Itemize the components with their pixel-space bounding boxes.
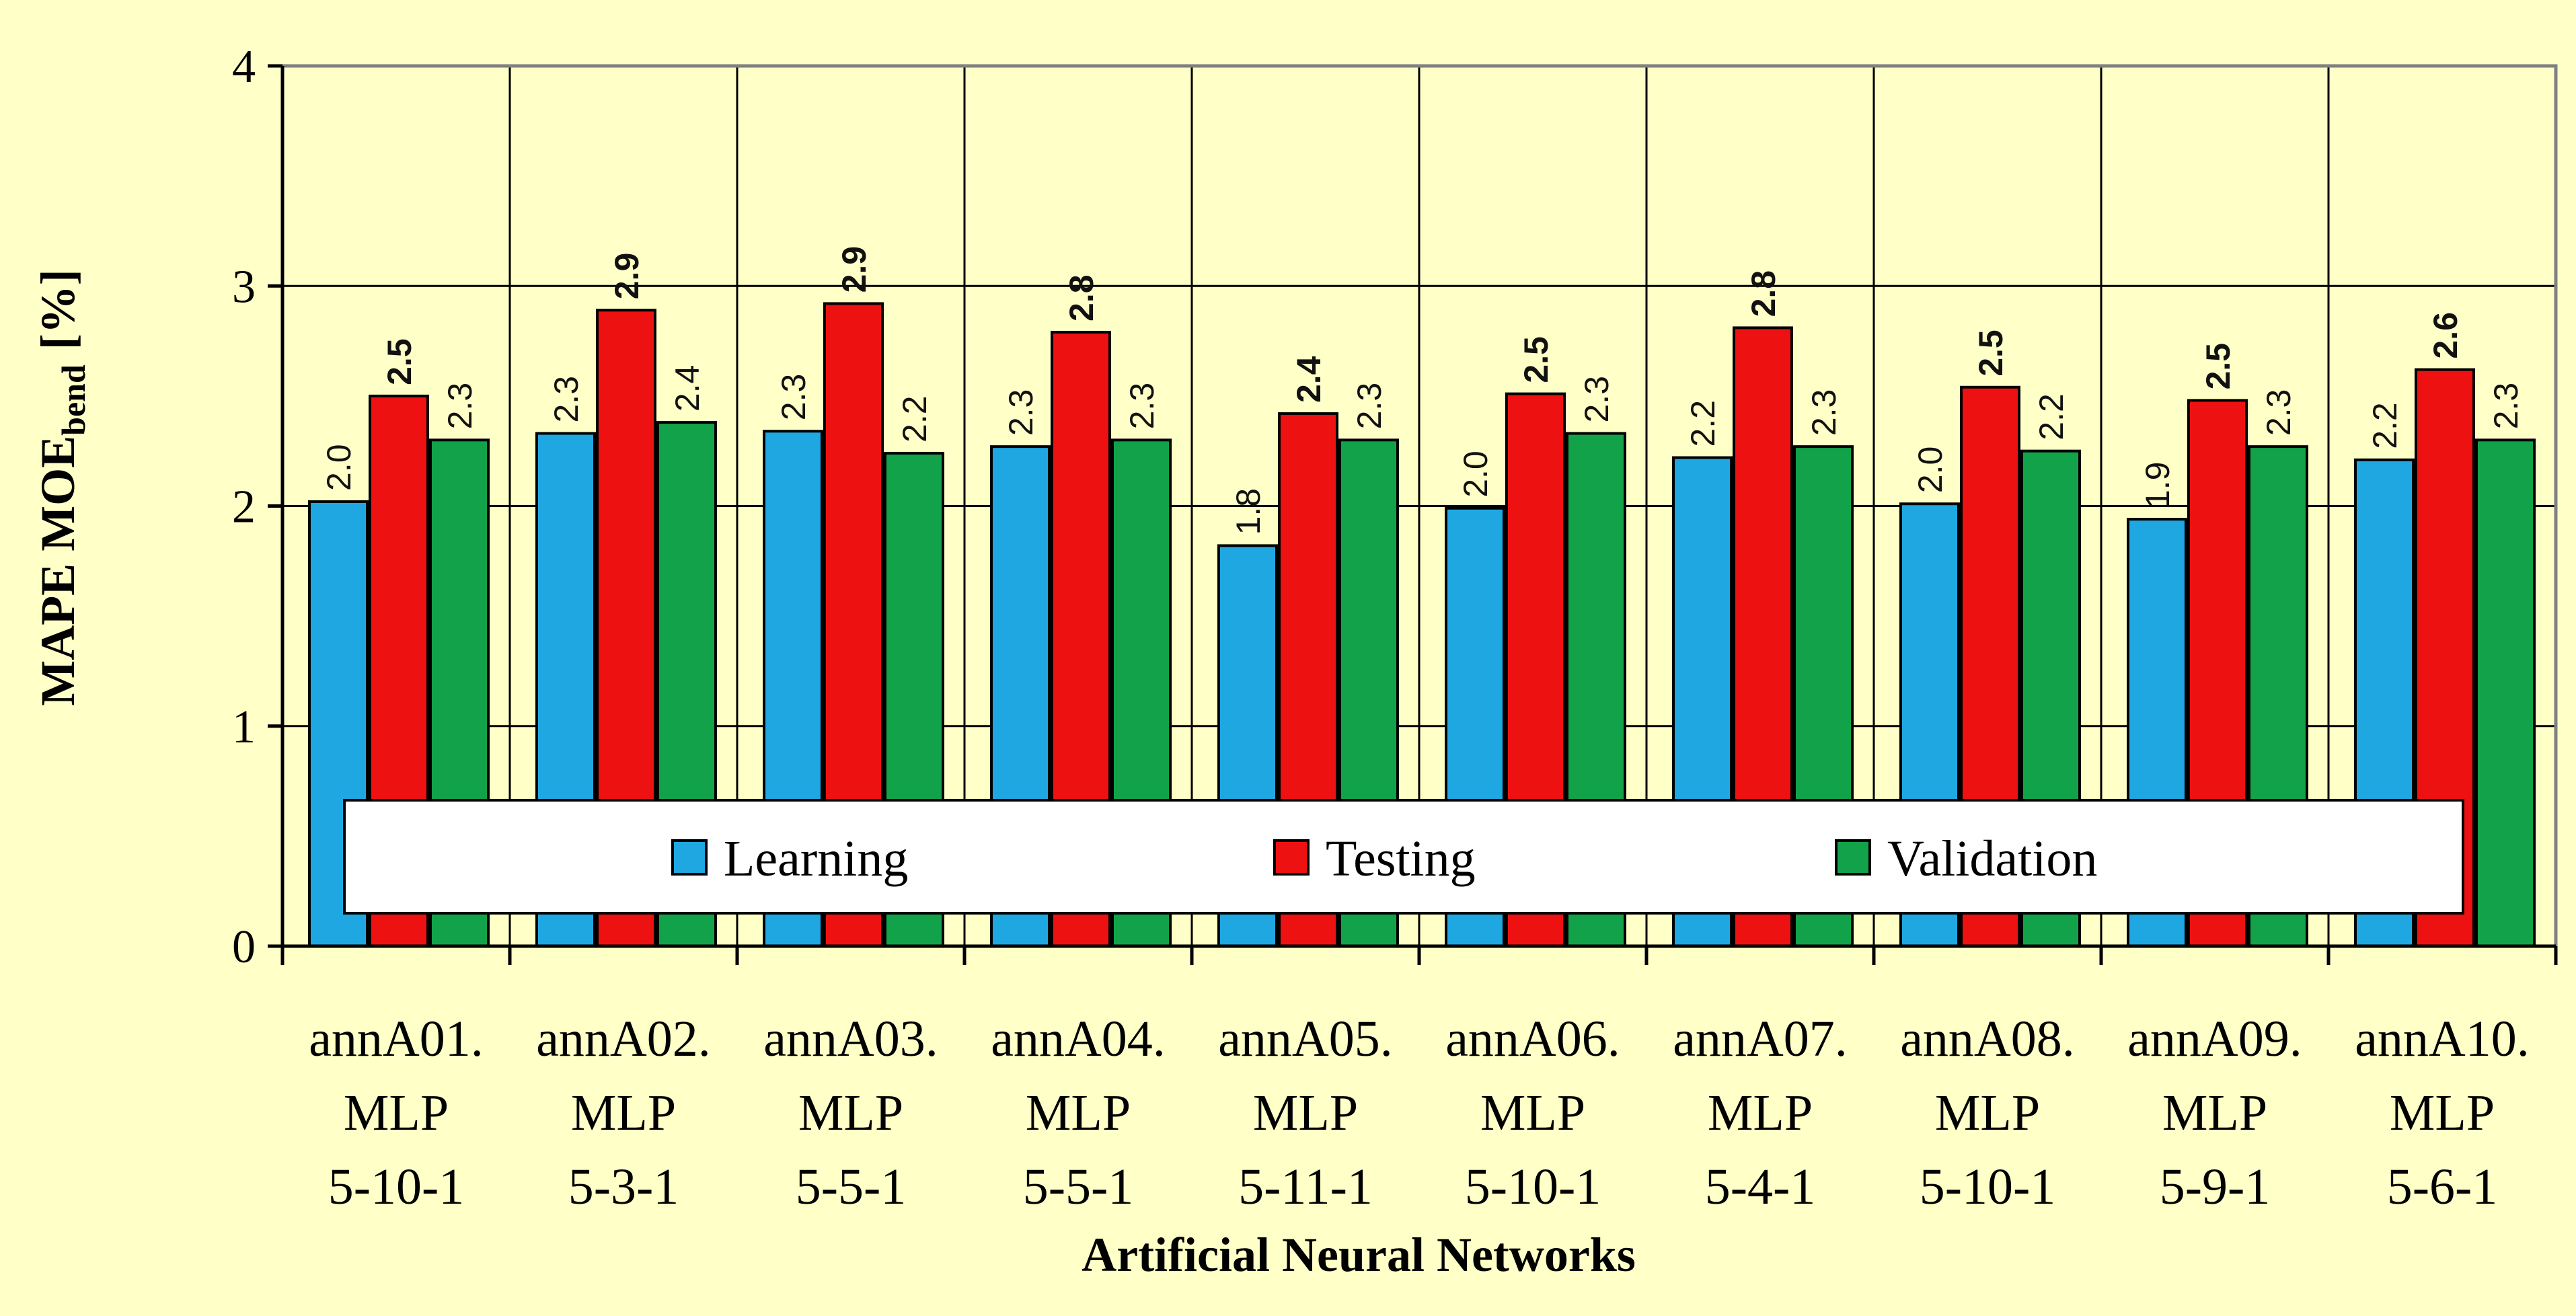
x-tick-label: annA10. bbox=[2355, 1011, 2530, 1067]
y-tick-label: 3 bbox=[232, 261, 256, 313]
x-tick-label: annA08. bbox=[1900, 1011, 2075, 1067]
x-tick-label: annA09. bbox=[2127, 1011, 2302, 1067]
x-tick-label: 5-10-1 bbox=[328, 1159, 465, 1215]
y-tick-label: 4 bbox=[232, 41, 256, 93]
legend-swatch-testing bbox=[1273, 839, 1310, 876]
y-axis-title-main: MAPE MOE bbox=[31, 436, 85, 706]
value-label: 2.3 bbox=[1002, 389, 1040, 436]
value-label: 2.3 bbox=[775, 374, 812, 421]
value-label: 2.6 bbox=[2427, 312, 2464, 359]
x-tick-label: 5-11-1 bbox=[1238, 1159, 1373, 1215]
x-tick-label: MLP bbox=[2162, 1085, 2267, 1141]
x-tick-label: MLP bbox=[2390, 1085, 2495, 1141]
value-label: 2.5 bbox=[1517, 336, 1555, 383]
value-label: 2.2 bbox=[896, 395, 934, 442]
y-tick-label: 1 bbox=[232, 701, 256, 753]
value-label: 2.2 bbox=[1684, 400, 1722, 447]
x-tick-label: 5-4-1 bbox=[1705, 1159, 1816, 1215]
x-tick-labels: annA01. MLP 5-10-1 annA02. MLP 5-3-1 annA03. ML… bbox=[309, 1011, 2530, 1215]
value-label: 2.0 bbox=[1457, 451, 1494, 498]
x-tick-label: 5-5-1 bbox=[1023, 1159, 1134, 1215]
value-label: 1.8 bbox=[1229, 488, 1267, 535]
value-label: 2.5 bbox=[2199, 343, 2237, 390]
y-axis-title-unit: [%] bbox=[31, 269, 85, 350]
value-label: 2.4 bbox=[1290, 356, 1328, 403]
x-tick-label: 5-9-1 bbox=[2160, 1159, 2271, 1215]
value-label: 2.2 bbox=[2366, 402, 2404, 449]
x-tick-label: annA04. bbox=[991, 1011, 1166, 1067]
x-tick-label: 5-5-1 bbox=[796, 1159, 907, 1215]
y-tick-labels: 0 1 2 3 4 bbox=[232, 41, 256, 973]
x-tick-label: annA02. bbox=[536, 1011, 711, 1067]
legend-label-validation: Validation bbox=[1887, 830, 2097, 887]
y-axis-title: MAPE MOEbend [%] bbox=[31, 269, 92, 706]
x-tick-label: MLP bbox=[1253, 1085, 1358, 1141]
y-axis-title-subscript: bend bbox=[54, 364, 92, 436]
x-tick-label: annA06. bbox=[1445, 1011, 1620, 1067]
x-tick-label: MLP bbox=[1026, 1085, 1131, 1141]
x-tick-label: 5-6-1 bbox=[2387, 1159, 2498, 1215]
value-label: 2.3 bbox=[1578, 376, 1616, 423]
axes bbox=[268, 64, 2558, 965]
x-tick-label: MLP bbox=[1708, 1085, 1813, 1141]
value-label: 2.8 bbox=[1745, 270, 1782, 317]
legend-swatch-validation bbox=[1835, 839, 1871, 876]
value-label: 2.3 bbox=[1123, 383, 1161, 430]
x-tick-label: MLP bbox=[1480, 1085, 1585, 1141]
y-tick-label: 2 bbox=[232, 481, 256, 533]
x-tick-label: MLP bbox=[344, 1085, 449, 1141]
value-label: 2.9 bbox=[835, 246, 873, 293]
value-label: 2.2 bbox=[2033, 393, 2070, 440]
x-tick-label: 5-3-1 bbox=[568, 1159, 679, 1215]
value-label: 2.8 bbox=[1063, 274, 1100, 321]
x-tick-label: annA05. bbox=[1218, 1011, 1393, 1067]
value-label: 2.3 bbox=[1805, 389, 1843, 436]
x-tick-label: MLP bbox=[798, 1085, 903, 1141]
bar-validation bbox=[2475, 438, 2536, 947]
value-labels: 2.0 2.3 2.3 2.3 1.8 2.0 2.2 2.0 1.9 2.2 2.5 2.9 2.9 2… bbox=[320, 246, 2525, 535]
legend-label-learning: Learning bbox=[724, 830, 908, 887]
legend: Learning Testing Validation bbox=[343, 799, 2464, 915]
value-label: 2.9 bbox=[608, 253, 646, 300]
x-tick-label: MLP bbox=[571, 1085, 676, 1141]
y-tick-label: 0 bbox=[232, 921, 256, 973]
x-tick-label: MLP bbox=[1935, 1085, 2040, 1141]
value-label: 2.0 bbox=[320, 444, 358, 491]
value-label: 2.5 bbox=[381, 338, 418, 385]
legend-swatch-learning bbox=[671, 839, 708, 876]
x-tick-label: annA03. bbox=[763, 1011, 938, 1067]
x-tick-label: annA01. bbox=[309, 1011, 484, 1067]
x-tick-label: 5-10-1 bbox=[1465, 1159, 1601, 1215]
legend-label-testing: Testing bbox=[1326, 830, 1476, 887]
x-tick-label: annA07. bbox=[1673, 1011, 1848, 1067]
value-label: 2.3 bbox=[2487, 383, 2525, 430]
x-axis-title: Artificial Neural Networks bbox=[1082, 1228, 1636, 1282]
x-tick-label: 5-10-1 bbox=[1920, 1159, 2056, 1215]
value-label: 2.3 bbox=[547, 376, 585, 423]
value-label: 2.5 bbox=[1972, 330, 2010, 377]
value-label: 2.3 bbox=[441, 383, 479, 430]
value-label: 2.3 bbox=[2260, 389, 2298, 436]
value-label: 2.0 bbox=[1911, 447, 1949, 494]
value-label: 2.3 bbox=[1351, 383, 1388, 430]
value-label: 2.4 bbox=[669, 365, 706, 412]
value-label: 1.9 bbox=[2139, 462, 2176, 509]
